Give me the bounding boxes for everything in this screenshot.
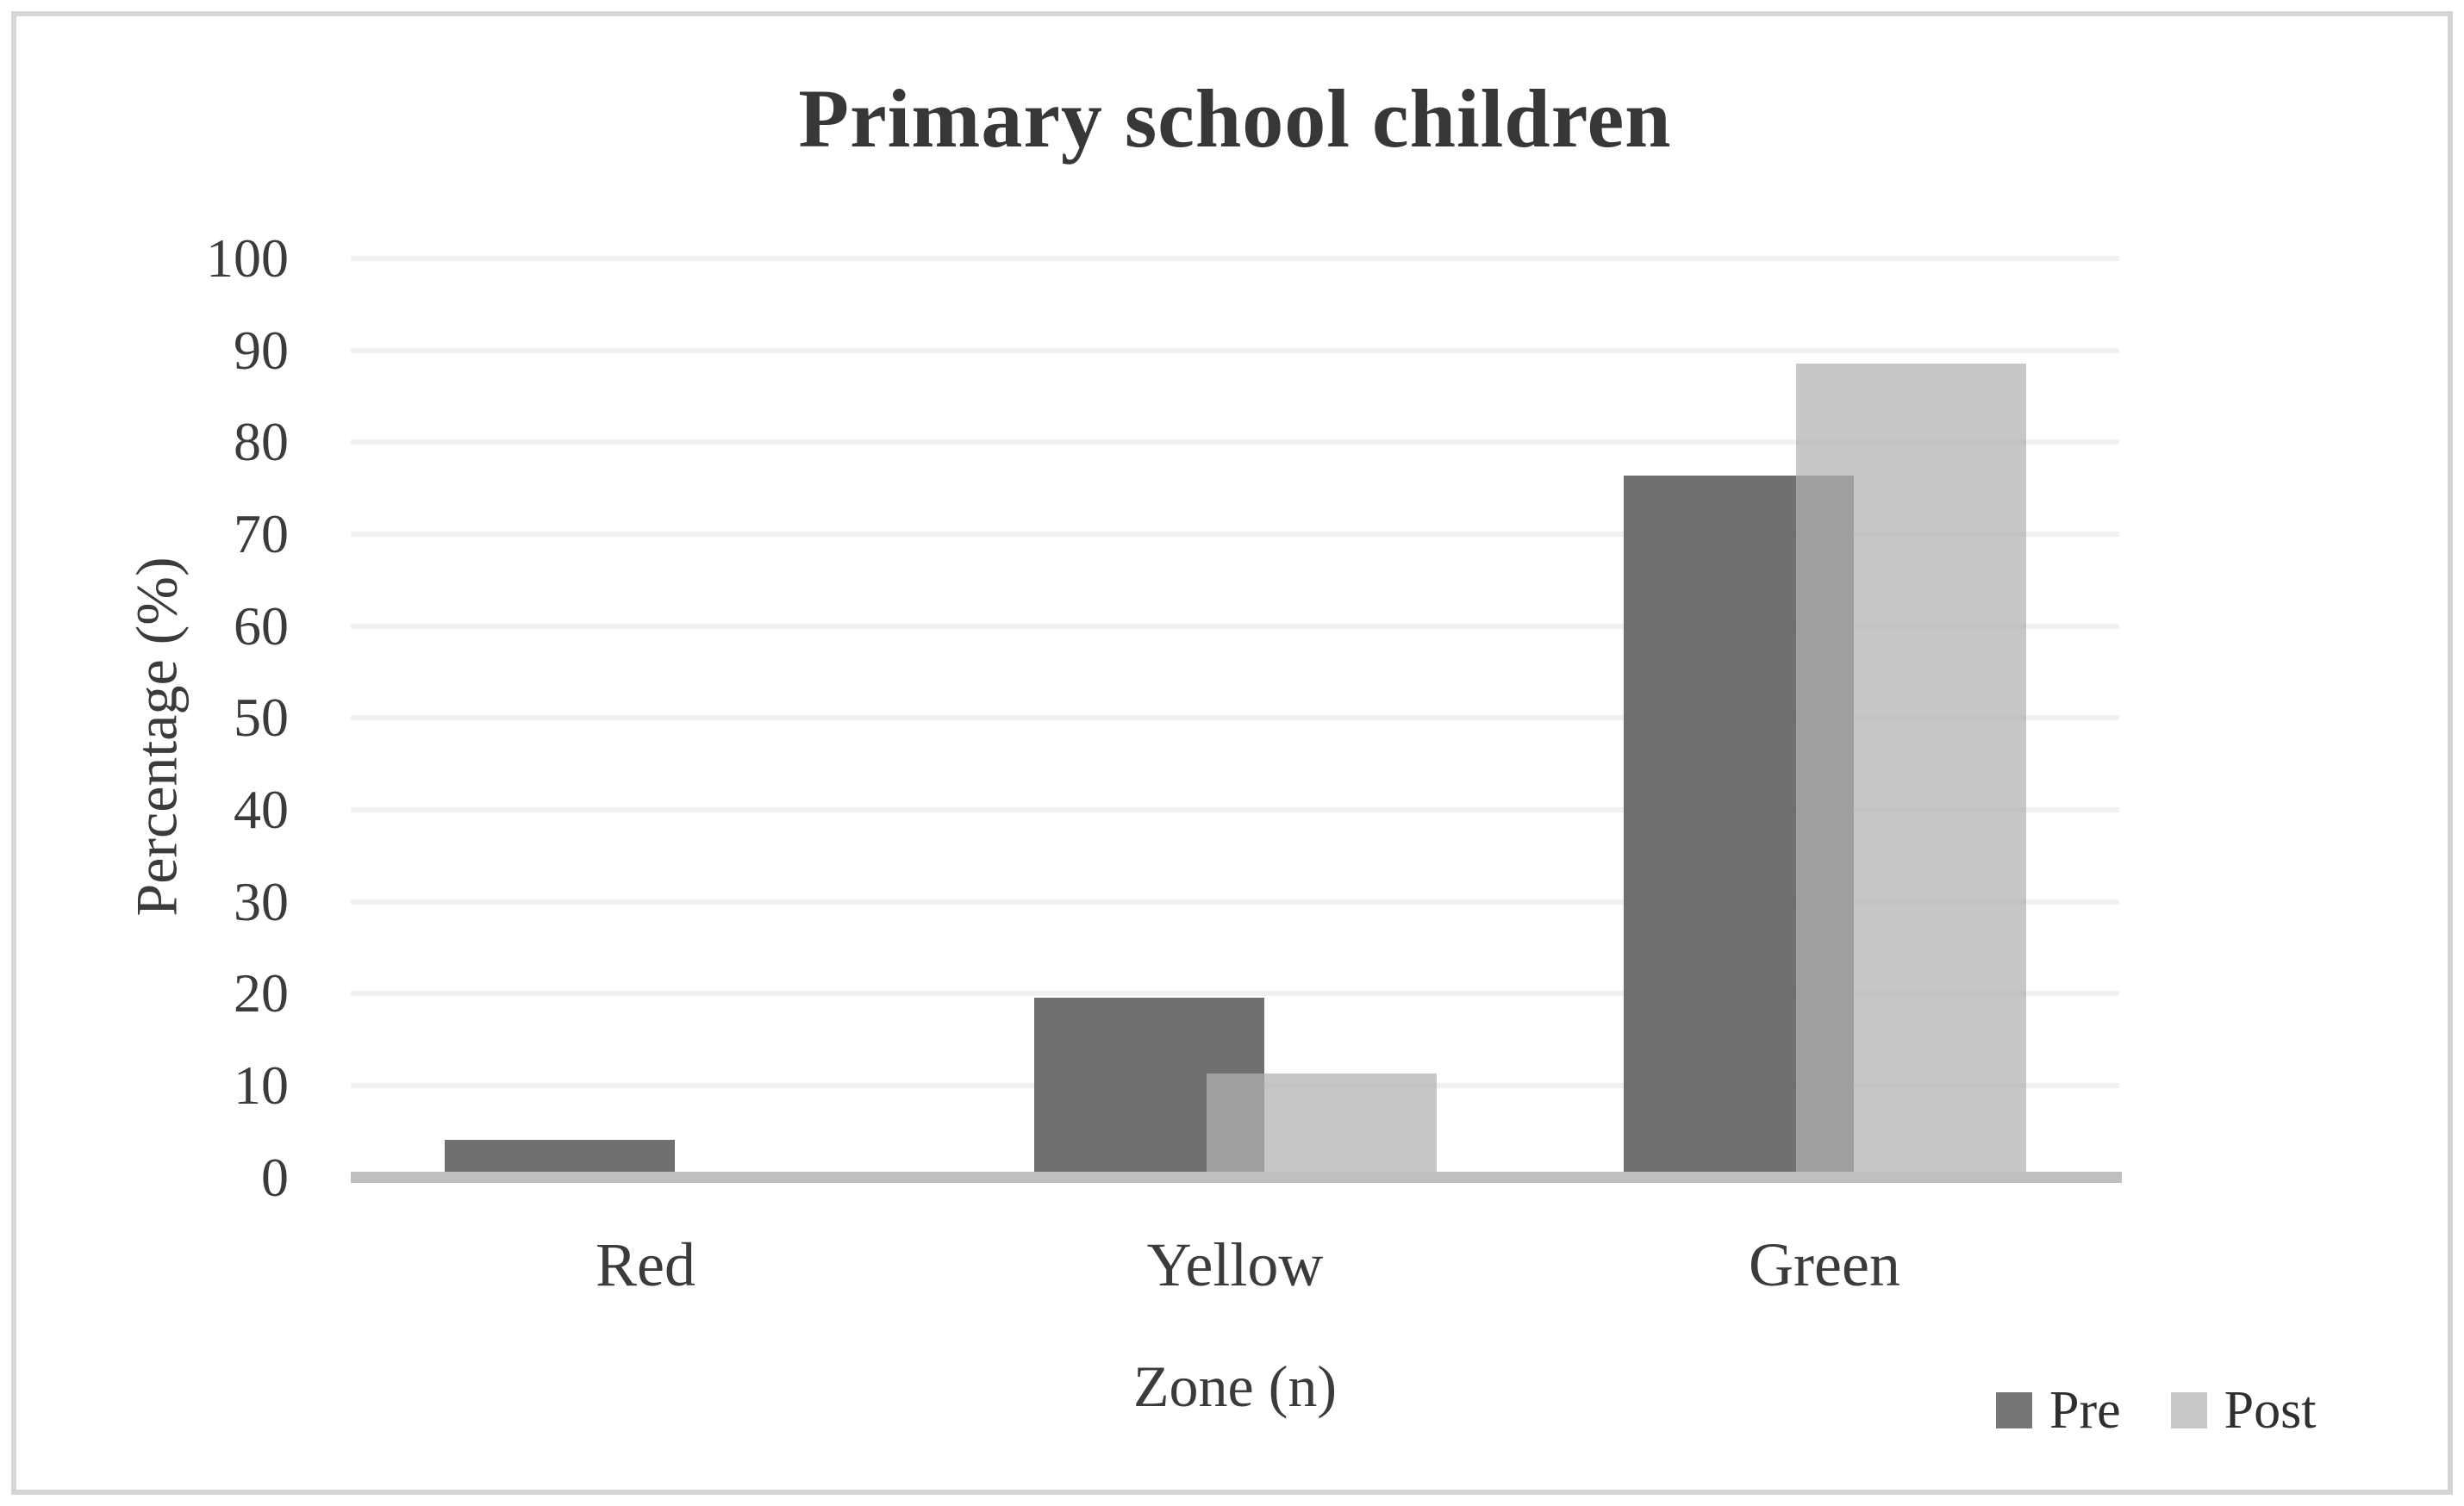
y-tick-label-10: 10 — [234, 1054, 289, 1116]
x-category-label-yellow: Yellow — [1146, 1230, 1324, 1299]
gridline-20 — [351, 991, 2119, 997]
y-tick-label-0: 0 — [261, 1146, 289, 1208]
y-tick-label-20: 20 — [234, 962, 289, 1024]
gridline-70 — [351, 531, 2119, 537]
y-tick-label-100: 100 — [206, 227, 289, 289]
gridline-60 — [351, 623, 2119, 629]
legend-label-pre: Pre — [2049, 1381, 2121, 1440]
legend: Pre Post — [1996, 1380, 2317, 1441]
y-tick-label-70: 70 — [234, 502, 289, 564]
x-category-label-green: Green — [1749, 1230, 1900, 1299]
figure-border — [11, 11, 2453, 1495]
bar-green-post — [1795, 363, 2026, 1172]
bar-red-pre — [444, 1139, 675, 1172]
legend-item-post: Post — [2170, 1381, 2317, 1440]
bar-yellow-post — [1206, 1073, 1437, 1172]
legend-swatch-pre — [1996, 1392, 2032, 1428]
gridline-100 — [351, 256, 2119, 261]
y-tick-label-90: 90 — [234, 319, 289, 381]
x-axis-title: Zone (n) — [1132, 1354, 1337, 1419]
y-tick-label-40: 40 — [234, 778, 289, 840]
x-category-label-red: Red — [596, 1230, 696, 1299]
y-tick-label-60: 60 — [234, 594, 289, 657]
gridline-50 — [351, 715, 2119, 721]
gridline-90 — [351, 347, 2119, 353]
legend-item-pre: Pre — [1996, 1384, 2121, 1437]
gridline-80 — [351, 439, 2119, 445]
chart-title: Primary school children — [798, 72, 1672, 165]
legend-label-post: Post — [2224, 1381, 2317, 1440]
y-tick-label-80: 80 — [234, 411, 289, 473]
y-tick-label-50: 50 — [234, 687, 289, 749]
gridline-30 — [351, 899, 2119, 905]
y-tick-label-30: 30 — [234, 870, 289, 932]
legend-swatch-post — [2170, 1392, 2207, 1428]
x-axis-line — [351, 1172, 2122, 1183]
gridline-40 — [351, 806, 2119, 812]
